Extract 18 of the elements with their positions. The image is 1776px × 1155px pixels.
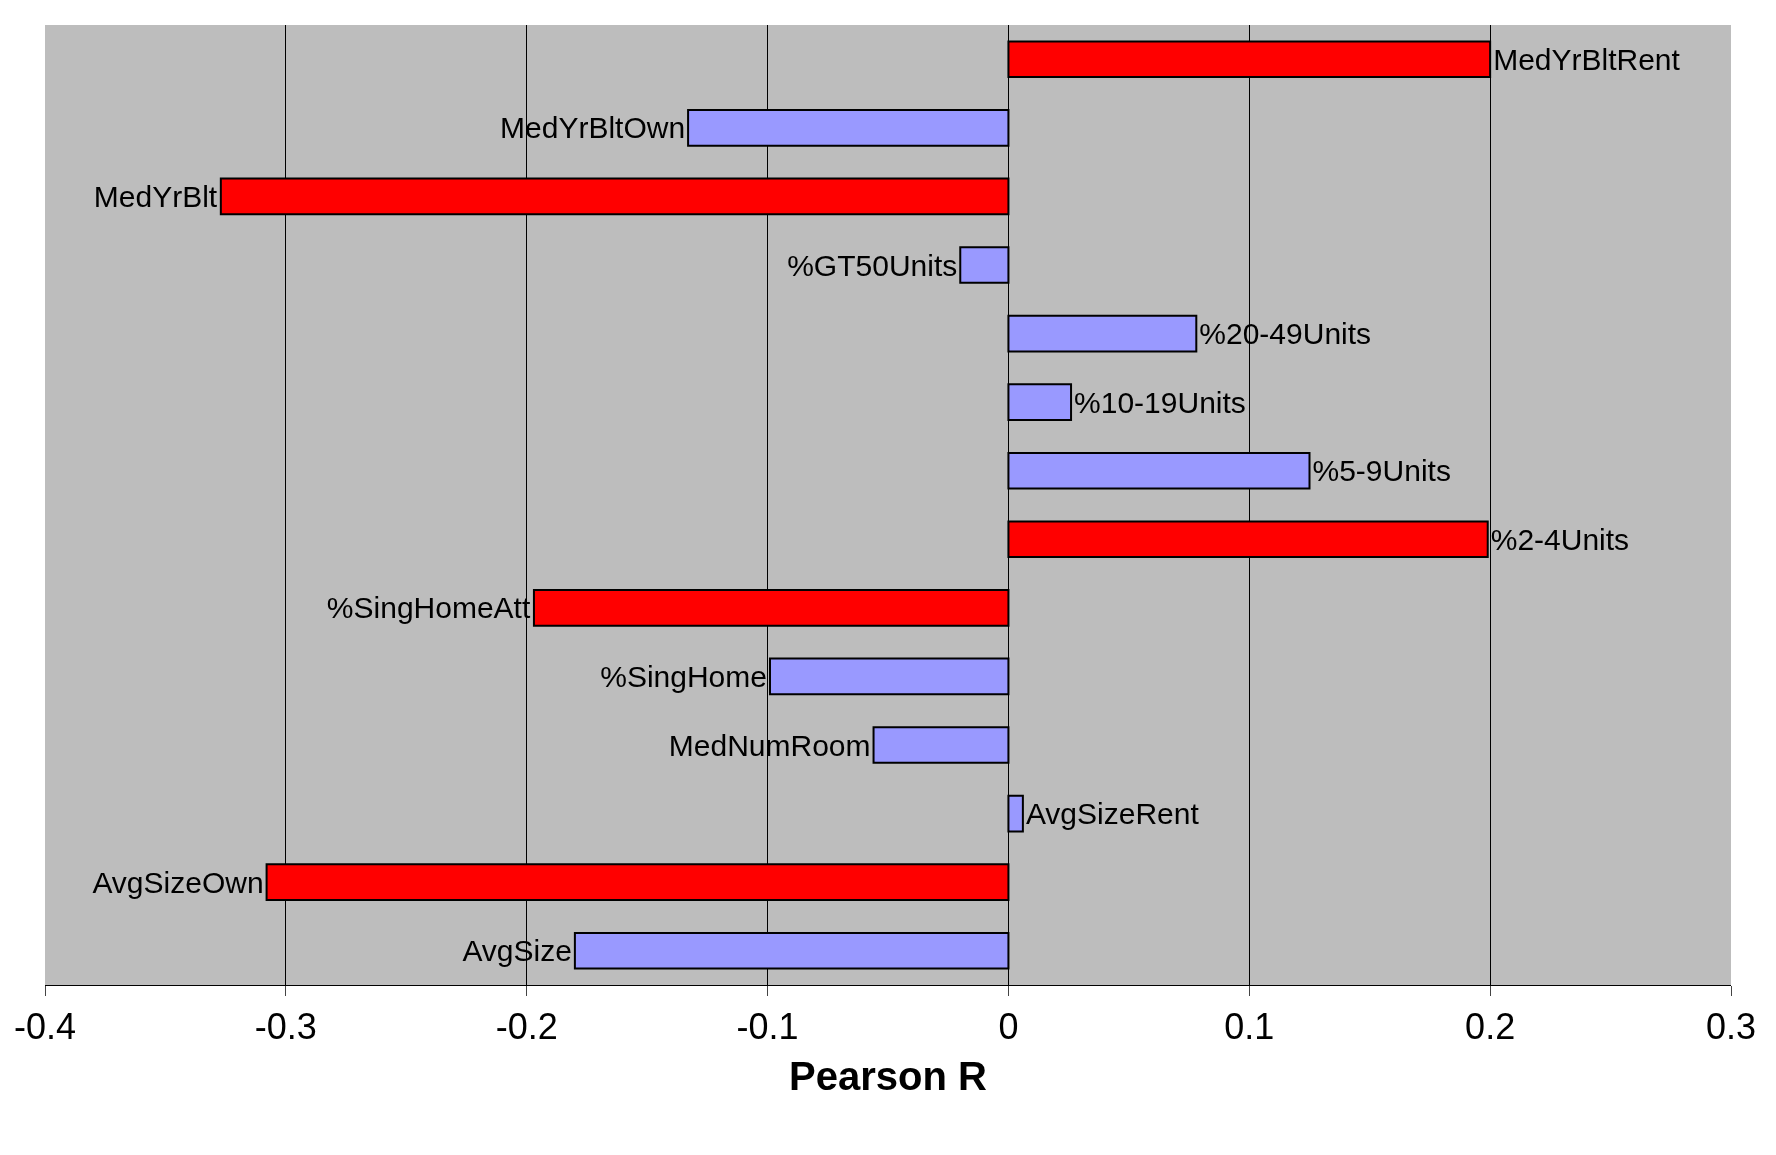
y-tick-label: %GT50Units [787, 248, 958, 282]
x-tick-label: -0.4 [13, 1006, 77, 1048]
y-tick-label: MedYrBltRent [1493, 42, 1681, 76]
x-tick-label: 0 [998, 1006, 1019, 1048]
x-tick-label: 0.1 [1224, 1006, 1275, 1048]
x-tick-label: 0.2 [1465, 1006, 1516, 1048]
y-tick-label: %10-19Units [1074, 385, 1246, 419]
x-tick-label: -0.3 [254, 1006, 317, 1048]
y-tick-label: %SingHome [600, 659, 767, 693]
x-axis-title: Pearson R [789, 1053, 988, 1098]
x-tick-label: 0.3 [1705, 1006, 1757, 1048]
y-tick-label: %5-9Units [1312, 454, 1451, 488]
x-tick-label: -0.1 [736, 1006, 799, 1048]
y-tick-label: AvgSizeRent [1025, 797, 1200, 831]
y-tick-label: %2-4Units [1490, 522, 1630, 556]
y-tick-label: AvgSizeOwn [92, 865, 264, 899]
x-tick-label: -0.2 [495, 1006, 558, 1048]
y-tick-label: MedYrBlt [93, 179, 218, 213]
